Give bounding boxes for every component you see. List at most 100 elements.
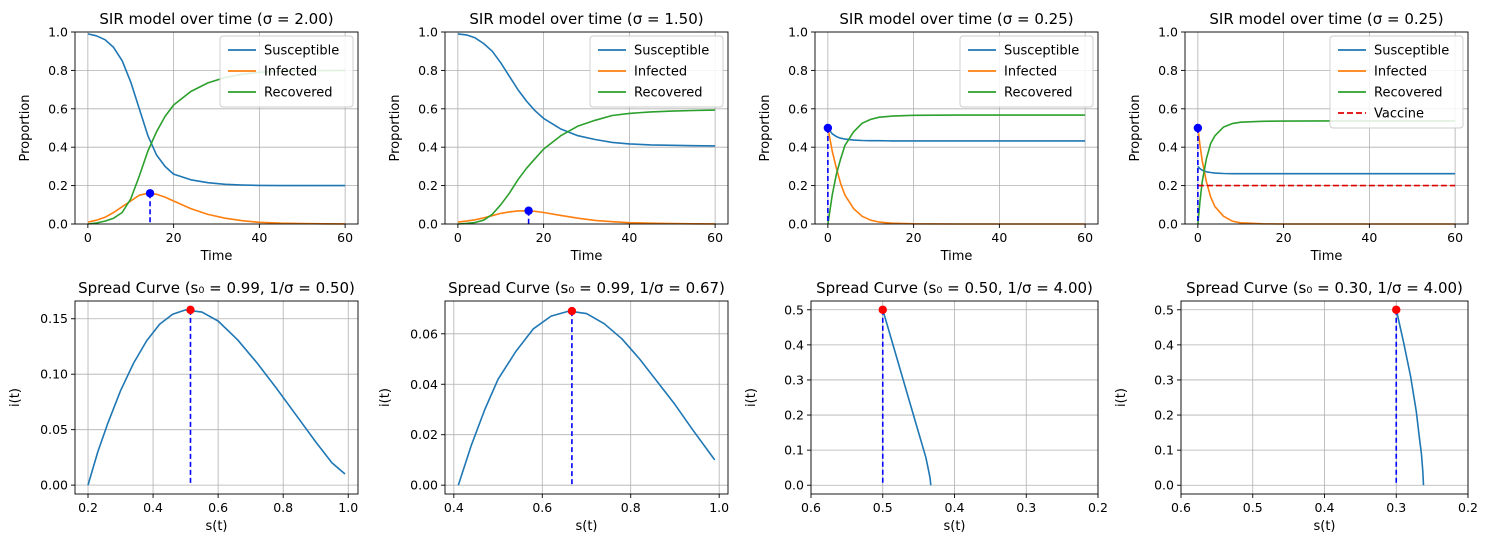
y-tick-label: 0.4 [1158, 140, 1178, 155]
x-tick-label: 40 [621, 230, 637, 245]
peak-marker [1193, 123, 1203, 133]
y-tick-label: 0.00 [40, 478, 68, 493]
chart-title: Spread Curve (s₀ = 0.99, 1/σ = 0.50) [78, 279, 355, 297]
legend: Susceptible Infected Recovered [959, 35, 1094, 108]
y-tick-label: 0.5 [784, 302, 804, 317]
y-tick-label: 0.1 [784, 443, 804, 458]
y-tick-label: 0.00 [410, 478, 438, 493]
series-line-infected [827, 127, 1086, 225]
legend-label-susceptible: Susceptible [1004, 44, 1079, 59]
x-tick-label: 0.6 [1171, 500, 1191, 515]
x-tick-label: 0.5 [873, 500, 893, 515]
peak-marker [823, 123, 833, 133]
y-tick-label: 0.0 [48, 217, 68, 232]
series-line-recovered [457, 109, 716, 225]
subplot-sir2: 0 20 40 60 0.0 0.2 0.4 0.6 0.8 1.0 SIR model over … [388, 10, 729, 264]
series-line-infected [87, 192, 346, 225]
x-tick-label: 0.4 [444, 500, 464, 515]
y-tick-label: 0.6 [1158, 101, 1178, 116]
x-tick-label: 0 [824, 230, 832, 245]
y-tick-label: 0.4 [788, 140, 808, 155]
x-tick-label: 1.0 [709, 500, 729, 515]
subplot-sp4: 0.6 0.5 0.4 0.3 0.2 0.0 0.1 0.2 0.3 0.4 0.5 Spread … [1114, 279, 1478, 534]
y-tick-label: 0.8 [418, 63, 438, 78]
legend-label-susceptible: Susceptible [634, 44, 709, 59]
y-tick-label: 1.0 [788, 25, 808, 40]
legend-label-infected: Infected [264, 65, 317, 80]
y-tick-label: 0.2 [784, 408, 804, 423]
legend: Susceptible Infected Recovered [219, 35, 354, 108]
x-tick-label: 0.8 [273, 500, 293, 515]
y-tick-label: 0.2 [1154, 408, 1174, 423]
y-tick-label: 0.0 [1158, 217, 1178, 232]
series-line-spread [87, 309, 346, 486]
y-axis-label: i(t) [744, 388, 759, 407]
axes-frame [74, 300, 359, 495]
x-tick-label: 40 [1361, 230, 1377, 245]
x-tick-label: 0 [454, 230, 462, 245]
y-tick-label: 1.0 [48, 25, 68, 40]
chart-title: Spread Curve (s₀ = 0.99, 1/σ = 0.67) [448, 279, 725, 297]
x-tick-label: 0.8 [621, 500, 641, 515]
y-tick-label: 0.8 [48, 63, 68, 78]
y-tick-label: 0.8 [1158, 63, 1178, 78]
chart-title: Spread Curve (s₀ = 0.30, 1/σ = 4.00) [1186, 279, 1463, 297]
legend: Susceptible Infected Recovered Vaccine [1329, 35, 1464, 129]
peak-marker [1392, 305, 1401, 314]
x-tick-label: 0 [84, 230, 92, 245]
y-tick-label: 0.4 [48, 140, 68, 155]
peak-marker [567, 306, 577, 316]
y-tick-label: 0.0 [784, 478, 804, 493]
x-tick-label: 20 [1276, 230, 1292, 245]
peak-marker [145, 189, 155, 198]
legend-box [219, 35, 354, 108]
y-axis-label: Proportion [18, 94, 33, 161]
y-tick-label: 1.0 [418, 25, 438, 40]
x-axis-label: Time [200, 249, 233, 264]
axes-frame [814, 31, 1099, 225]
y-tick-label: 0.04 [410, 377, 438, 392]
x-tick-label: 0.4 [1315, 500, 1335, 515]
chart-title: Spread Curve (s₀ = 0.50, 1/σ = 4.00) [816, 279, 1093, 297]
legend: Susceptible Infected Recovered [589, 35, 724, 108]
x-tick-label: 1.0 [338, 500, 358, 515]
axes-frame [1184, 31, 1469, 225]
y-tick-label: 0.5 [1154, 302, 1174, 317]
legend-label-recovered: Recovered [1374, 86, 1443, 101]
y-tick-label: 1.0 [1158, 25, 1178, 40]
legend-label-infected: Infected [1374, 65, 1427, 80]
series-line-spread [882, 309, 932, 486]
y-tick-label: 0.0 [1154, 478, 1174, 493]
series-line-susceptible [1197, 165, 1456, 175]
y-tick-label: 0.2 [788, 178, 808, 193]
subplot-sir3: 0 20 40 60 0.0 0.2 0.4 0.6 0.8 1.0 SIR model over … [758, 10, 1099, 264]
legend-label-infected: Infected [634, 65, 687, 80]
y-tick-label: 0.4 [784, 337, 804, 352]
x-tick-label: 20 [906, 230, 922, 245]
y-axis-label: i(t) [1114, 388, 1129, 407]
series-line-susceptible [457, 33, 716, 147]
y-tick-label: 0.15 [40, 311, 68, 326]
x-tick-label: 20 [166, 230, 182, 245]
series-line-recovered [1197, 120, 1456, 225]
x-tick-label: 20 [536, 230, 552, 245]
series-line-infected [1197, 127, 1456, 225]
x-tick-label: 0.2 [78, 500, 98, 515]
x-tick-label: 40 [991, 230, 1007, 245]
chart-title: SIR model over time (σ = 2.00) [99, 10, 333, 28]
y-tick-label: 0.2 [1158, 178, 1178, 193]
y-axis-label: Proportion [758, 94, 773, 161]
subplot-sir1: 0 20 40 60 0.0 0.2 0.4 0.6 0.8 1.0 SIR model over … [18, 10, 359, 264]
subplot-sp1: 0.2 0.4 0.6 0.8 1.0 0.00 0.05 0.10 0.15 Spread Cu… [8, 279, 359, 534]
y-tick-label: 0.06 [410, 326, 438, 341]
y-axis-label: i(t) [8, 388, 23, 407]
series-line-recovered [827, 114, 1086, 225]
x-tick-label: 40 [251, 230, 267, 245]
y-axis-label: Proportion [1128, 94, 1143, 161]
y-tick-label: 0.2 [48, 178, 68, 193]
legend-label-susceptible: Susceptible [1374, 44, 1449, 59]
legend-box [589, 35, 724, 108]
y-tick-label: 0.4 [418, 140, 438, 155]
axes-frame [74, 31, 359, 225]
x-axis-label: Time [570, 249, 603, 264]
